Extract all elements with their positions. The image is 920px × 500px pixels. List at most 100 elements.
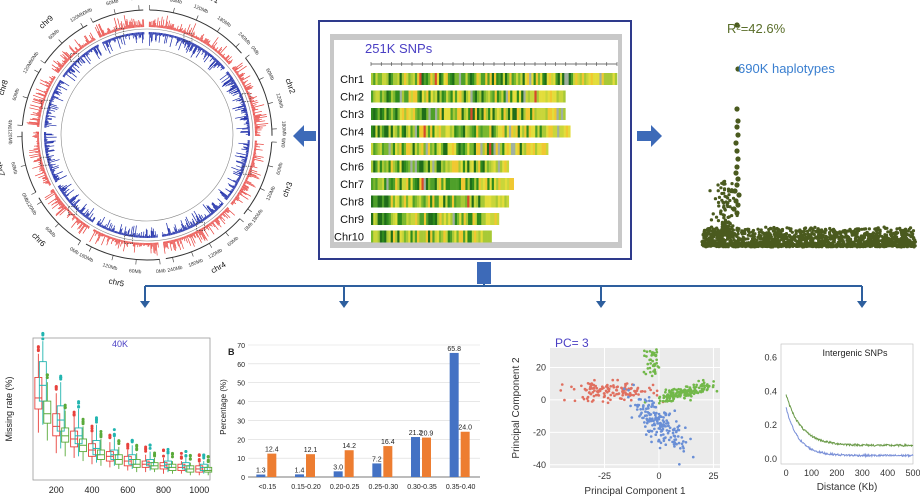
manhattan-peak-dot xyxy=(736,192,742,198)
snp-density-cell xyxy=(430,160,433,173)
boxplot-outlier xyxy=(162,454,166,458)
snp-density-cell xyxy=(461,90,465,103)
snp-density-cell xyxy=(496,178,499,190)
snp-density-cell xyxy=(592,73,596,85)
snp-density-cell xyxy=(414,230,418,243)
bar-value-label: 12.4 xyxy=(265,447,279,454)
circos-tick-label: 0Mb xyxy=(30,51,41,63)
snp-density-cell xyxy=(483,73,486,85)
snp-density-cell xyxy=(421,73,425,85)
snp-density-cell xyxy=(379,125,383,138)
snp-density-cell xyxy=(532,108,535,120)
snp-density-cell xyxy=(386,125,389,138)
snp-density-cell xyxy=(492,213,495,225)
circos-tick-label: 60Mb xyxy=(276,162,285,176)
snp-density-cell xyxy=(465,178,468,190)
snp-density-cell xyxy=(417,213,420,225)
snp-density-cell xyxy=(426,90,429,103)
circos-tick-label: 60Mb xyxy=(129,268,142,275)
snp-density-cell xyxy=(482,195,486,208)
boxplot-outlier xyxy=(41,332,45,336)
snp-density-cell xyxy=(496,213,500,225)
snp-density-cell xyxy=(523,90,526,103)
snp-density-cell xyxy=(454,160,457,173)
snp-density-cell xyxy=(468,108,471,120)
snp-density-cell xyxy=(439,90,442,103)
pca-scatter-plot: PC= 3 -25 0 25 20 0 -20 -40 Principal Component … xyxy=(511,336,720,497)
snp-density-cell xyxy=(408,143,411,155)
snp-density-cell xyxy=(547,90,551,103)
ld-decay-line xyxy=(785,407,914,459)
circos-outer-arc xyxy=(21,68,42,126)
boxplot-outlier xyxy=(108,436,112,440)
pca-cluster-points xyxy=(642,348,661,378)
snp-density-cell xyxy=(470,213,473,225)
snp-density-cell xyxy=(501,90,504,103)
bar-category-label: 0.15-0.20 xyxy=(291,484,321,491)
circos-blue-track xyxy=(57,183,96,223)
circos-tick-label: 0Mb xyxy=(7,119,14,129)
snp-density-cell xyxy=(465,143,468,155)
snp-density-cell xyxy=(514,90,518,103)
snp-density-cell xyxy=(392,73,396,85)
snp-density-cell xyxy=(463,108,467,120)
snp-density-cell xyxy=(408,195,411,208)
snp-density-cell xyxy=(390,90,394,103)
snp-density-cell xyxy=(381,230,385,243)
circos-tick-label: 60Mb xyxy=(106,0,120,7)
snp-density-cell xyxy=(554,108,557,120)
snp-density-cell xyxy=(439,73,442,85)
snp-density-cell xyxy=(489,160,492,173)
boxplot-outlier xyxy=(108,434,112,438)
snp-density-cell xyxy=(494,213,498,225)
snp-density-cell xyxy=(445,178,449,190)
snp-density-cell xyxy=(395,125,398,138)
snp-density-cell xyxy=(373,90,376,103)
snp-density-cell xyxy=(377,178,381,190)
down-arrow-icon xyxy=(339,301,349,308)
boxplot-outlier xyxy=(54,387,58,391)
snp-density-cell xyxy=(427,160,431,173)
snp-density-cell xyxy=(533,73,537,85)
snp-density-cell xyxy=(452,90,456,103)
snp-density-cell xyxy=(436,125,440,138)
snp-density-cell xyxy=(476,178,479,190)
snp-density-cell xyxy=(451,143,455,155)
bar-y-tick: 40 xyxy=(237,400,245,407)
snp-density-cell xyxy=(557,73,561,85)
snp-density-cell xyxy=(462,195,466,208)
ld-x-tick: 300 xyxy=(855,468,870,478)
snp-density-cell xyxy=(425,73,429,85)
snp-density-cell xyxy=(425,230,429,243)
circos-tick xyxy=(239,218,244,223)
snp-density-cell xyxy=(458,73,462,85)
boxplot-outlier xyxy=(153,452,157,456)
circos-tick-label: 0Mb xyxy=(145,0,155,1)
snp-density-cell xyxy=(416,143,420,155)
ld-x-tick: 500 xyxy=(905,468,920,478)
snp-density-cell xyxy=(448,90,451,103)
circos-tick xyxy=(209,243,213,248)
snp-density-cell xyxy=(502,73,506,85)
snp-density-cell xyxy=(500,195,503,208)
snp-density-cell xyxy=(424,90,427,103)
snp-density-cell xyxy=(437,213,440,225)
bar-value-label: 65.8 xyxy=(447,346,461,353)
snp-density-cell xyxy=(403,125,407,138)
circos-tick-label: 60Mb xyxy=(227,235,241,248)
circos-tick xyxy=(90,17,94,23)
snp-density-cell xyxy=(545,143,549,155)
snp-density-cell xyxy=(445,73,449,85)
snp-density-cell xyxy=(371,195,374,208)
snp-density-title: 251K SNPs xyxy=(365,41,433,56)
bar-y-label: Percentage (%) xyxy=(219,379,228,435)
snp-density-cell xyxy=(421,178,424,190)
snp-density-cell xyxy=(477,108,480,120)
snp-density-cell xyxy=(476,73,479,85)
snp-density-cell xyxy=(470,90,473,103)
snp-density-cell xyxy=(471,160,475,173)
boxplot-outlier xyxy=(36,349,40,353)
snp-density-panel: 251K SNPs Chr1 Chr2 Chr3 Chr4 Chr5 Chr6 Chr7 Chr… xyxy=(318,20,632,260)
manhattan-peak-dot xyxy=(735,118,741,124)
down-arrow-icon xyxy=(857,301,867,308)
